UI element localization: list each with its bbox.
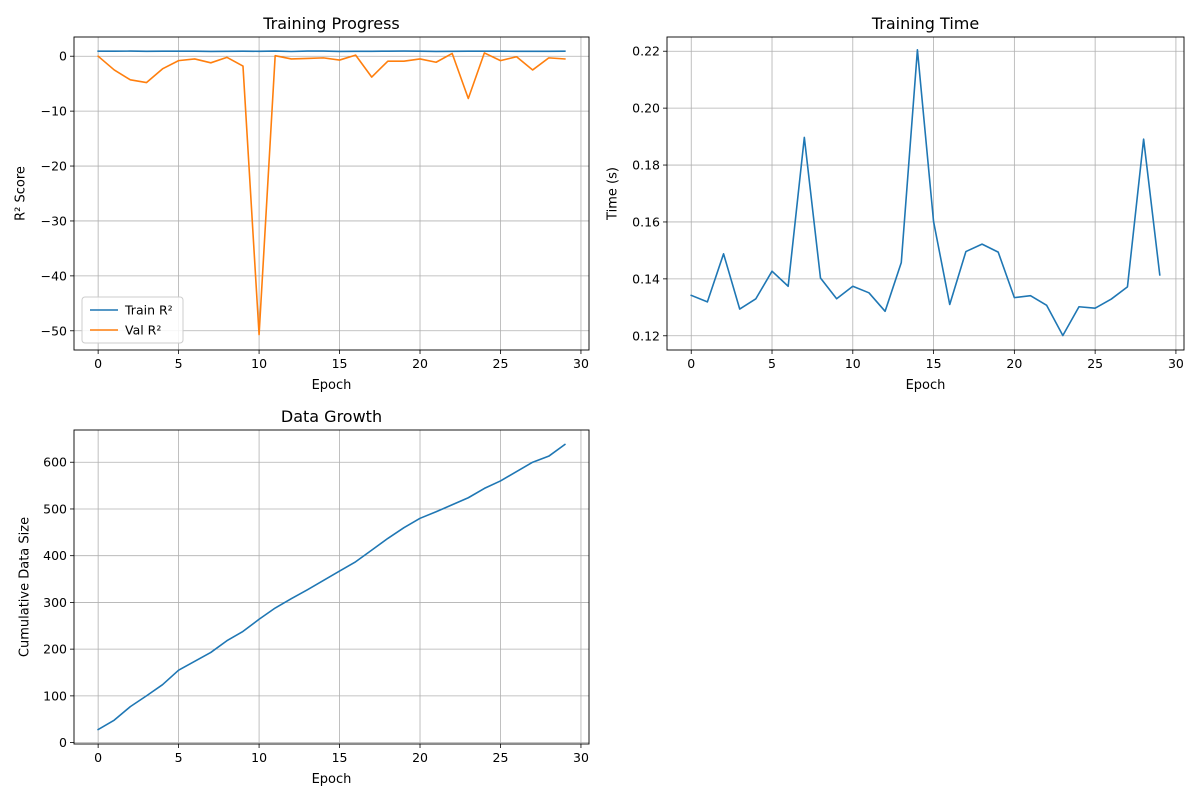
x-tick-label: 15 [332, 750, 348, 765]
series-line-series-1 [97, 443, 566, 731]
x-tick-label: 0 [94, 750, 102, 765]
y-tick-label: −20 [41, 159, 67, 174]
y-tick-label: 0.20 [632, 101, 660, 116]
x-tick-label: 20 [412, 356, 428, 371]
x-tick-label: 20 [412, 750, 428, 765]
chart-panel-2: 0 5 10 15 20 25 30 0.12 0.14 0.16 0.18 0.20 0.22 Trai… [606, 14, 1185, 393]
x-tick-label: 20 [1006, 356, 1022, 371]
y-tick-label: 100 [43, 688, 67, 703]
x-tick-label: 30 [573, 356, 589, 371]
y-tick-label: 0.22 [632, 44, 660, 59]
y-tick-label: −30 [41, 213, 67, 228]
x-axis-label: Epoch [906, 378, 946, 393]
y-tick-label: 0.14 [632, 271, 660, 286]
plot-frame [666, 36, 1185, 351]
y-axis-label: Time (s) [606, 167, 621, 221]
x-tick-label: 5 [175, 356, 183, 371]
y-tick-label: 500 [43, 501, 67, 516]
x-tick-label: 5 [768, 356, 776, 371]
x-tick-label: 0 [687, 356, 695, 371]
x-tick-label: 25 [493, 750, 509, 765]
legend-box [81, 296, 184, 344]
x-tick-label: 10 [845, 356, 861, 371]
x-tick-label: 25 [1087, 356, 1103, 371]
series-line-val-r [97, 52, 566, 336]
y-axis-label: Cumulative Data Size [18, 517, 33, 657]
y-tick-label: 0.18 [632, 158, 660, 173]
x-tick-label: 30 [1168, 356, 1184, 371]
y-tick-label: 0.12 [632, 328, 660, 343]
y-tick-label: 300 [43, 595, 67, 610]
x-tick-label: 5 [175, 750, 183, 765]
y-tick-label: −40 [41, 268, 67, 283]
x-tick-label: 10 [251, 356, 267, 371]
x-tick-label: 25 [493, 356, 509, 371]
y-tick-label: −50 [41, 323, 67, 338]
plot-frame [73, 36, 590, 351]
y-axis-label: R² Score [14, 166, 29, 221]
series-line-series-1 [690, 48, 1161, 337]
y-tick-label: 600 [43, 455, 67, 470]
x-axis-label: Epoch [312, 772, 352, 787]
x-tick-label: 0 [94, 356, 102, 371]
chart-title: Data Growth [281, 407, 382, 426]
x-tick-label: 30 [573, 750, 589, 765]
legend-label: Train R² [124, 303, 173, 318]
plot-frame [73, 429, 590, 745]
y-tick-label: 0 [59, 735, 67, 750]
x-tick-label: 15 [926, 356, 942, 371]
x-tick-label: 15 [332, 356, 348, 371]
y-tick-label: 400 [43, 548, 67, 563]
y-tick-label: −10 [41, 104, 67, 119]
legend-label: Val R² [125, 323, 161, 338]
x-axis-label: Epoch [312, 378, 352, 393]
y-tick-label: 200 [43, 642, 67, 657]
chart-panel-1: 0 5 10 15 20 25 30 0 −10 −20 −30 −40 −50 Training Pro… [14, 14, 590, 393]
y-tick-label: 0.16 [632, 214, 660, 229]
chart-title: Training Time [871, 14, 979, 33]
y-tick-label: 0 [59, 49, 67, 64]
chart-title: Training Progress [262, 14, 400, 33]
legend: Train R² Val R² [81, 296, 184, 344]
x-tick-label: 10 [251, 750, 267, 765]
